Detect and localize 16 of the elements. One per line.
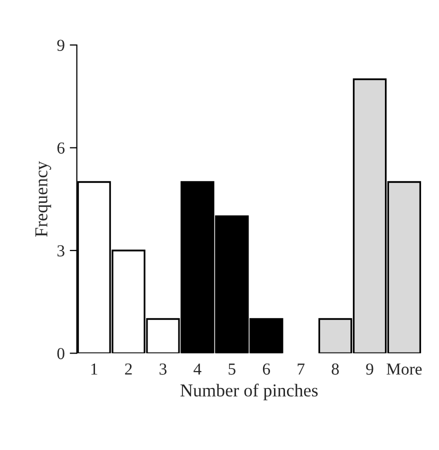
y-tick-label: 3 bbox=[57, 245, 64, 256]
x-axis-title: Number of pinches bbox=[180, 384, 318, 400]
x-tick-label: 2 bbox=[125, 364, 132, 375]
x-tick-label: 9 bbox=[366, 364, 374, 375]
y-axis-title: Frequency bbox=[35, 161, 52, 237]
x-tick-label: 4 bbox=[194, 364, 202, 375]
x-tick-label: 7 bbox=[298, 364, 305, 375]
y-tick-label: 6 bbox=[57, 142, 65, 154]
x-tick-label: More bbox=[386, 364, 422, 375]
y-tick-label: 0 bbox=[57, 348, 64, 360]
x-tick-label: 1 bbox=[91, 364, 98, 375]
x-tick-label: 5 bbox=[228, 364, 236, 375]
y-tick-label: 9 bbox=[57, 40, 64, 51]
x-tick-label: 6 bbox=[262, 364, 270, 375]
x-tick-label: 8 bbox=[332, 363, 339, 375]
x-tick-label: 3 bbox=[160, 364, 166, 375]
